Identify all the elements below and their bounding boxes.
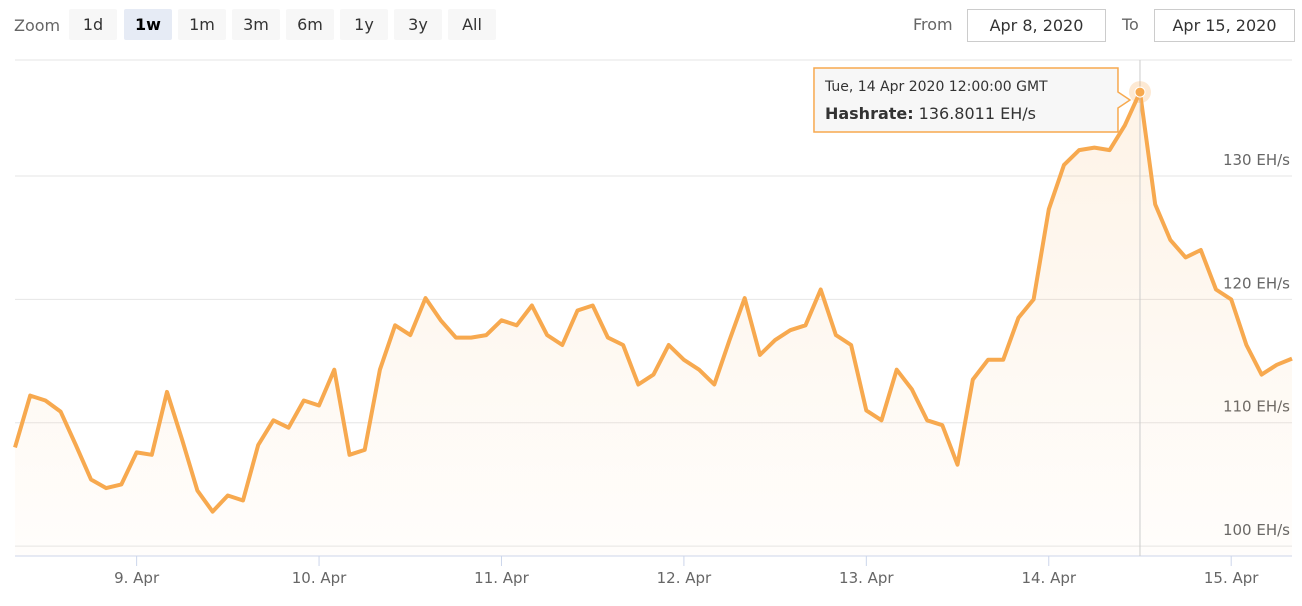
tooltip-box bbox=[813, 67, 1132, 133]
toolbar: Zoom From Apr 8, 2020 To Apr 15, 2020 1d… bbox=[0, 8, 1302, 42]
tooltip: Tue, 14 Apr 2020 12:00:00 GMT Hashrate: 13… bbox=[813, 67, 1132, 133]
from-input[interactable]: Apr 8, 2020 bbox=[967, 9, 1106, 42]
y-tick-label: 130 EH/s bbox=[1223, 151, 1290, 169]
zoom-button[interactable]: 1y bbox=[340, 9, 388, 40]
tooltip-body: Hashrate: 136.8011 EH/s bbox=[825, 104, 1036, 123]
y-tick-label: 120 EH/s bbox=[1223, 274, 1290, 292]
zoom-button[interactable]: 3m bbox=[232, 9, 280, 40]
x-tick-label: 11. Apr bbox=[474, 569, 529, 587]
zoom-button[interactable]: All bbox=[448, 9, 496, 40]
x-tick-label: 10. Apr bbox=[292, 569, 347, 587]
zoom-button[interactable]: 1d bbox=[69, 9, 117, 40]
tooltip-value: 136.8011 EH/s bbox=[919, 104, 1036, 123]
highlighted-point bbox=[1134, 86, 1146, 98]
x-tick-label: 14. Apr bbox=[1021, 569, 1076, 587]
x-tick-label: 15. Apr bbox=[1204, 569, 1259, 587]
zoom-button[interactable]: 1w bbox=[124, 9, 172, 40]
x-tick-label: 12. Apr bbox=[657, 569, 712, 587]
line bbox=[13, 90, 1293, 514]
from-label: From bbox=[913, 15, 953, 34]
area-fill bbox=[15, 92, 1292, 556]
zoom-button[interactable]: 6m bbox=[286, 9, 334, 40]
zoom-button[interactable]: 3y bbox=[394, 9, 442, 40]
x-tick-label: 13. Apr bbox=[839, 569, 894, 587]
to-input[interactable]: Apr 15, 2020 bbox=[1154, 9, 1295, 42]
tooltip-label: Hashrate: bbox=[825, 104, 914, 123]
zoom-button[interactable]: 1m bbox=[178, 9, 226, 40]
to-label: To bbox=[1122, 15, 1139, 34]
tooltip-header: Tue, 14 Apr 2020 12:00:00 GMT bbox=[824, 79, 1048, 95]
x-tick-label: 9. Apr bbox=[114, 569, 160, 587]
zoom-label: Zoom bbox=[14, 16, 61, 35]
